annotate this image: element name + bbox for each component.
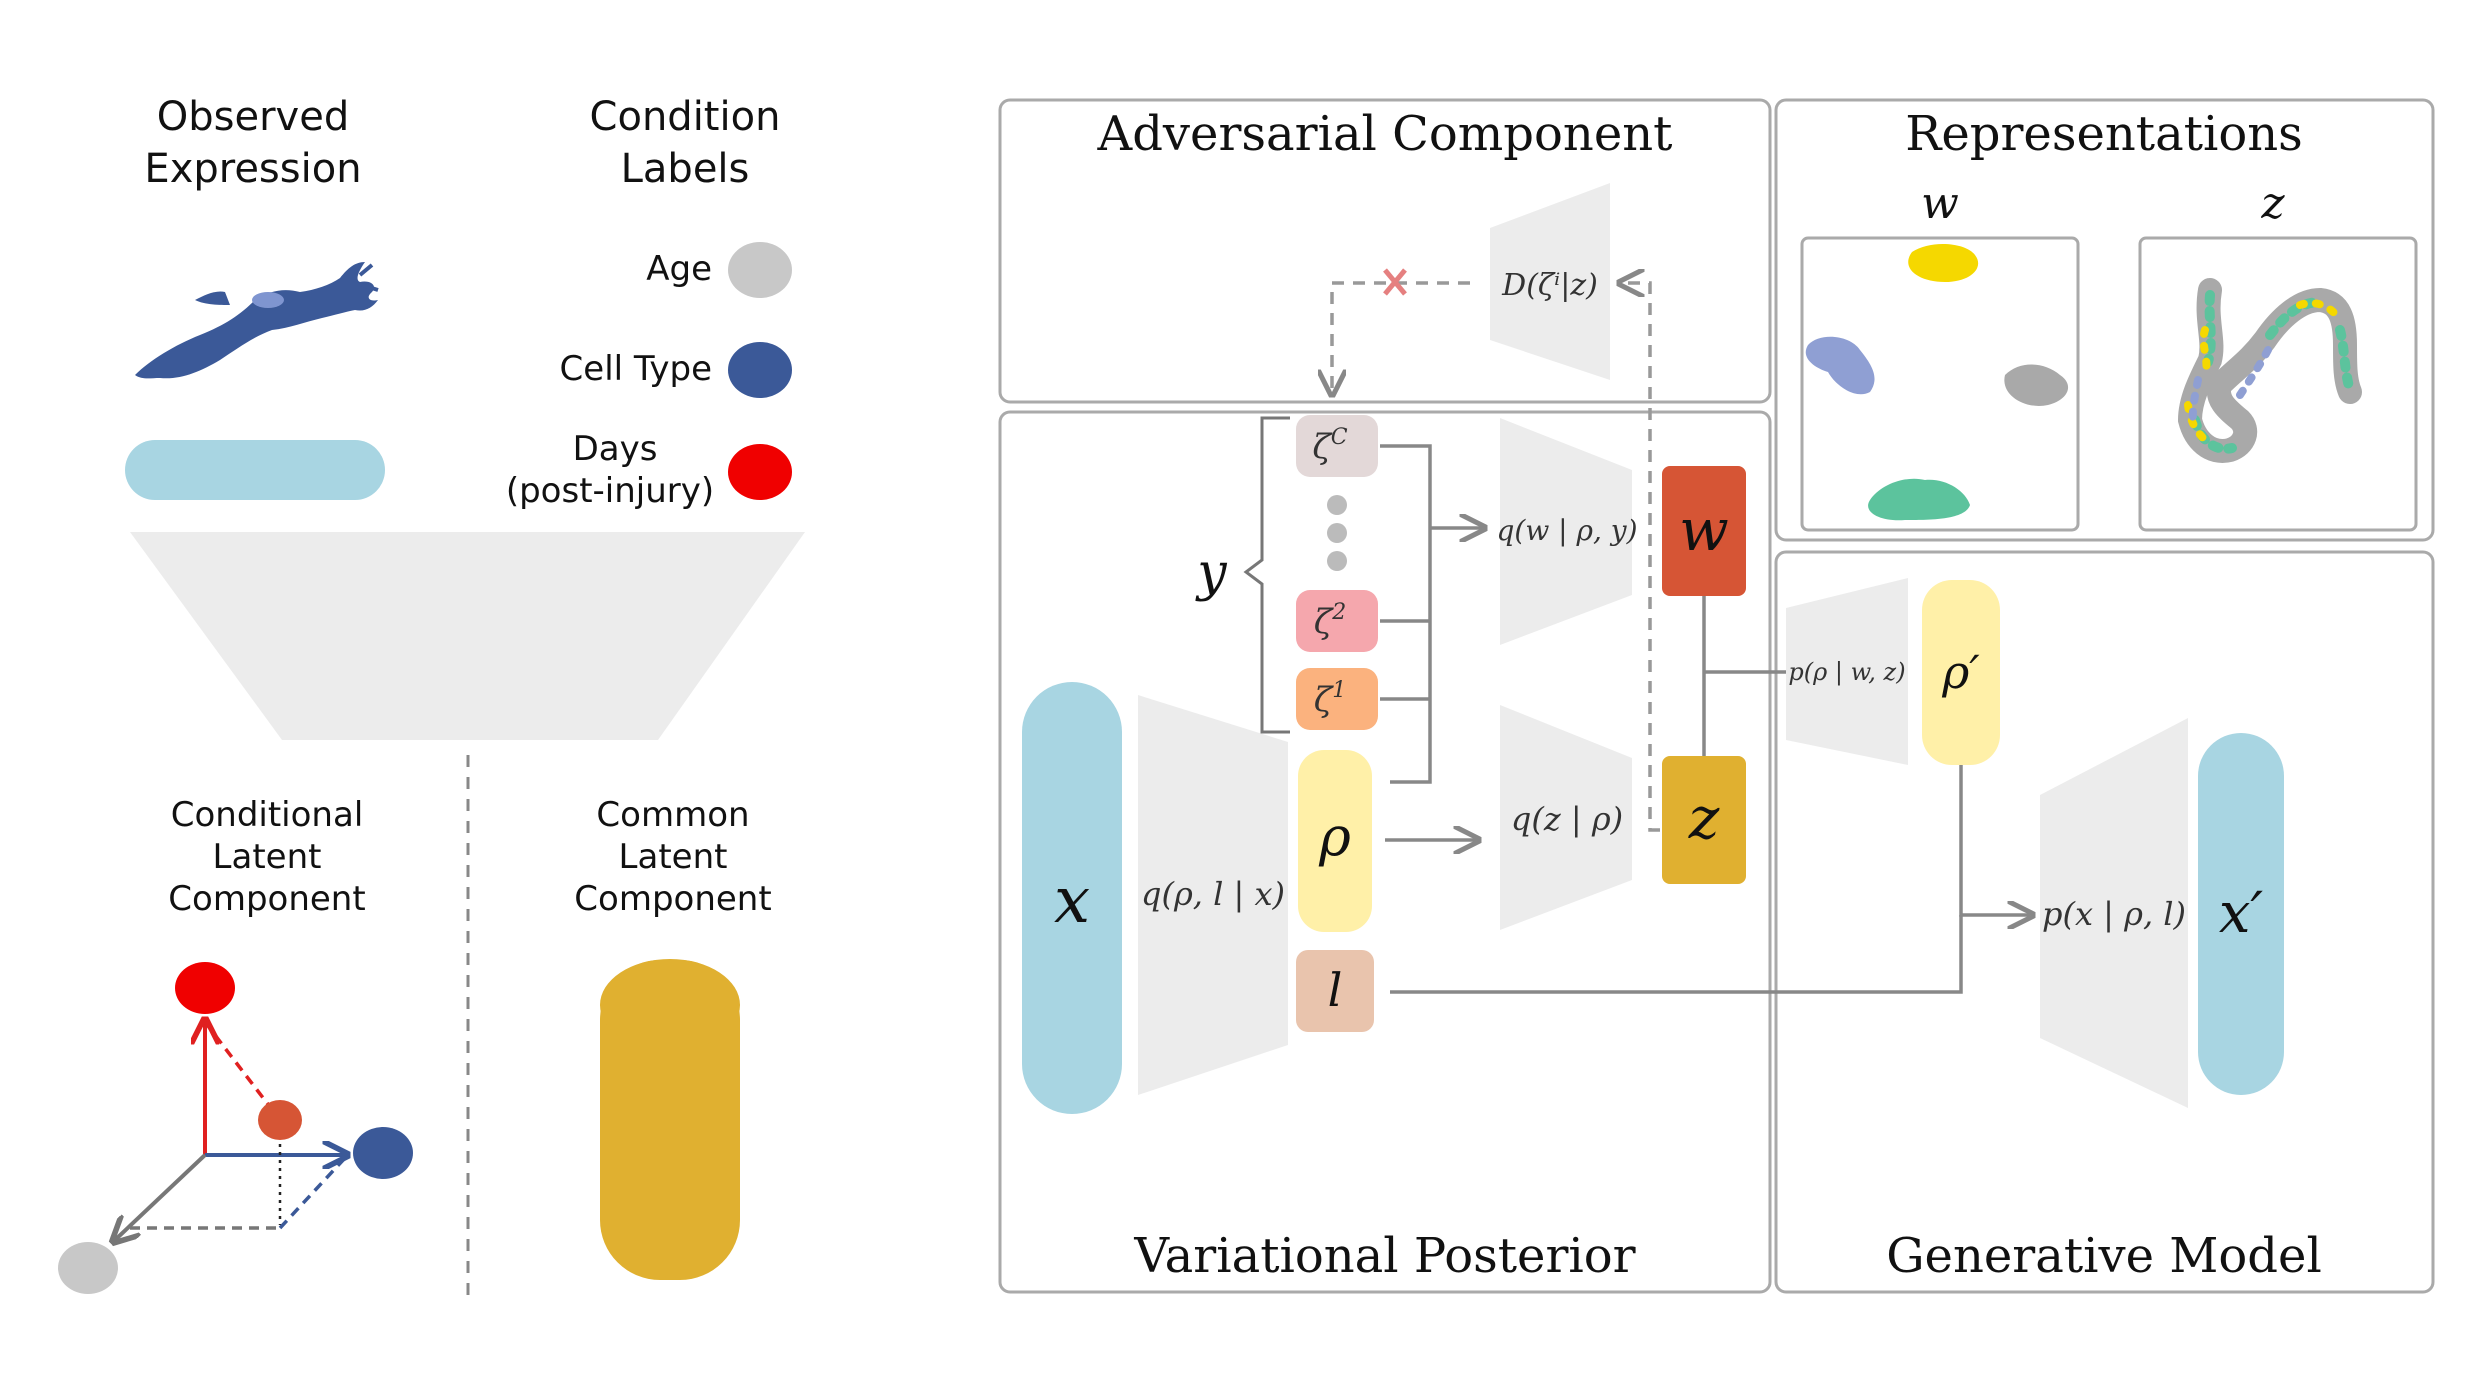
variational-panel	[998, 410, 1772, 1294]
rho-label: ρ	[1318, 805, 1351, 868]
rho-prime-label: ρ′	[1941, 645, 1980, 699]
l-label: l	[1328, 963, 1343, 1017]
discriminator-network	[1490, 183, 1610, 380]
conditional-latent-title-line3: Component	[168, 879, 365, 919]
representations-title: Representations	[1905, 106, 2303, 162]
px-label: p(x | ρ, l)	[2042, 895, 2186, 933]
observed-expression-title-line2: Expression	[144, 146, 361, 192]
px-network	[2040, 718, 2188, 1108]
z-node	[1662, 756, 1746, 884]
condition-labels-title-line2: Labels	[621, 146, 750, 192]
legend-cell-type-label: Cell Type	[560, 349, 712, 389]
variational-title: Variational Posterior	[1133, 1228, 1635, 1284]
common-latent-title-line3: Component	[574, 879, 771, 919]
generative-title: Generative Model	[1886, 1228, 2322, 1284]
qw-label: q(w | ρ, y)	[1496, 514, 1637, 547]
adversarial-title: Adversarial Component	[1097, 106, 1673, 162]
zeta-2-label: ζ2	[1314, 600, 1346, 642]
condition-labels-title-line1: Condition	[590, 94, 781, 140]
generative-panel	[1774, 550, 2435, 1294]
conditional-latent-axes	[58, 962, 413, 1294]
rep-z-label: z	[2260, 178, 2285, 229]
representations-panel	[1774, 98, 2435, 542]
x-prime-node	[2198, 733, 2284, 1095]
w-node	[1662, 466, 1746, 596]
conditional-latent-title-line1: Conditional	[171, 795, 364, 835]
discriminator-label: D(ζⁱ|z)	[1501, 268, 1598, 303]
rhoprime-to-px-arrow	[1959, 765, 2030, 915]
z-to-discriminator-arrow	[1622, 283, 1660, 832]
w-node-label: w	[1679, 496, 1729, 564]
rep-z-clusters	[2177, 278, 2362, 463]
qz-label: q(z | ρ)	[1511, 800, 1623, 838]
left-overview: Observed Expression Condition Labels Age…	[58, 94, 805, 1295]
z-node-label: z	[1688, 784, 1720, 852]
encoder-funnel	[130, 532, 805, 740]
panel-frames	[998, 98, 2435, 1294]
rho-prime-node	[1922, 580, 2000, 765]
x-input-node	[1022, 682, 1122, 1114]
y-label: y	[1195, 543, 1227, 603]
zeta-c-label: ζC	[1312, 425, 1347, 467]
l-to-px-line	[1390, 915, 1963, 994]
zeta-c-node	[1296, 415, 1378, 477]
observed-expression-bar	[125, 440, 385, 500]
observed-expression-title-line1: Observed	[157, 94, 349, 140]
x-prime-label: x′	[2219, 881, 2264, 946]
blocked-cross-icon	[1383, 268, 1407, 296]
ellipsis-dot-1	[1327, 495, 1347, 515]
legend-days-label: Days	[573, 429, 658, 469]
zeta-1-node	[1296, 668, 1378, 730]
legend-cell-type-dot	[728, 342, 792, 398]
cell-icon	[135, 262, 379, 379]
prho-label: p(ρ | w, z)	[1788, 658, 1905, 687]
rep-w-clusters	[1805, 244, 2069, 521]
ellipsis-dot-3	[1327, 551, 1347, 571]
y-bracket	[1243, 416, 1290, 734]
adversarial-feedback-arrow	[1332, 281, 1470, 392]
common-latent-cylinder	[600, 959, 740, 1280]
adversarial-panel	[998, 98, 1772, 404]
y-to-qw-connectors	[1380, 444, 1432, 784]
common-latent-title-line1: Common	[596, 795, 749, 835]
conditional-latent-title-line2: Latent	[213, 837, 322, 877]
legend-days-sublabel: (post-injury)	[506, 471, 714, 511]
legend-days-dot	[728, 444, 792, 500]
zeta-1-label: ζ1	[1314, 678, 1346, 720]
rep-w-label: w	[1921, 178, 1959, 229]
prho-network	[1786, 578, 1908, 765]
ellipsis-dot-2	[1327, 523, 1347, 543]
encoder-network	[1138, 695, 1288, 1095]
rep-w-plot	[1800, 236, 2080, 532]
qz-network	[1500, 705, 1632, 930]
zeta-2-node	[1296, 590, 1378, 652]
rho-node	[1298, 750, 1372, 932]
legend-age-dot	[728, 242, 792, 298]
legend-age-label: Age	[646, 249, 712, 289]
qw-network	[1500, 418, 1632, 645]
encoder-label: q(ρ, l | x)	[1141, 875, 1285, 913]
x-input-label: x	[1054, 864, 1090, 938]
common-latent-title-line2: Latent	[619, 837, 728, 877]
rep-z-plot	[2138, 236, 2418, 532]
l-node	[1296, 950, 1374, 1032]
